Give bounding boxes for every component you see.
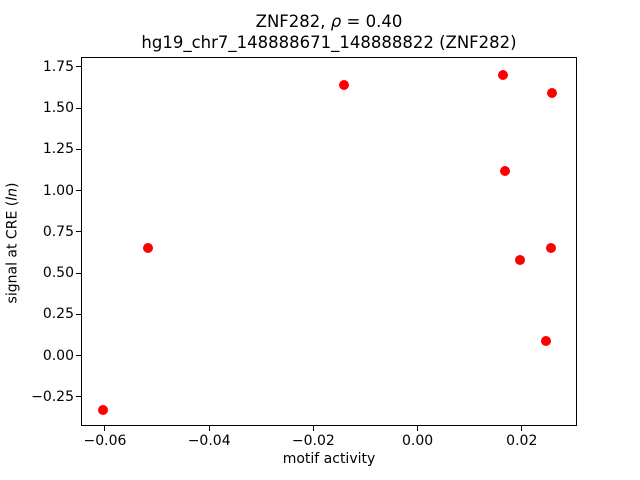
plot-area [81, 57, 577, 426]
title-rho-value: = 0.40 [341, 12, 403, 31]
x-tick-mark [312, 426, 314, 431]
x-tick-label: 0.02 [506, 433, 538, 449]
x-tick-label: −0.04 [187, 433, 231, 449]
data-point [541, 335, 552, 346]
x-tick-mark [417, 426, 419, 431]
data-point [515, 254, 526, 265]
chart-title-line1: ZNF282, ρ = 0.40 [81, 11, 577, 32]
y-tick-mark [76, 148, 81, 150]
x-tick-mark [104, 426, 106, 431]
chart-title: ZNF282, ρ = 0.40 hg19_chr7_148888671_148… [81, 11, 577, 53]
data-point [546, 88, 557, 99]
title-gene: ZNF282, [255, 12, 331, 31]
x-tick-mark [521, 426, 523, 431]
y-axis-label: signal at CRE (ln) [4, 182, 21, 304]
x-tick-label: −0.02 [291, 433, 335, 449]
y-tick-label: 1.75 [42, 58, 74, 75]
data-point [500, 165, 511, 176]
y-tick-mark [76, 190, 81, 192]
x-axis-label: motif activity [282, 451, 376, 467]
data-point [338, 79, 349, 90]
title-rho-symbol: ρ [330, 12, 342, 31]
data-point [143, 243, 154, 254]
y-tick-label: 0.00 [42, 347, 74, 364]
y-tick-label: 0.50 [42, 265, 74, 282]
y-tick-label: 0.75 [42, 223, 74, 240]
y-tick-mark [76, 66, 81, 68]
chart-subtitle: hg19_chr7_148888671_148888822 (ZNF282) [141, 33, 517, 52]
y-tick-label: 1.50 [42, 100, 74, 117]
y-tick-mark [76, 313, 81, 315]
y-tick-label: −0.25 [31, 388, 74, 405]
y-tick-mark [76, 231, 81, 233]
y-tick-label: 0.25 [42, 306, 74, 323]
data-point [546, 243, 557, 254]
data-point [498, 69, 509, 80]
x-tick-label: −0.06 [83, 433, 127, 449]
x-tick-label: 0.00 [401, 433, 434, 449]
y-tick-label: 1.25 [42, 141, 74, 158]
y-tick-label: 1.00 [42, 182, 74, 199]
y-tick-mark [76, 272, 81, 274]
y-tick-mark [76, 355, 81, 357]
x-tick-mark [208, 426, 210, 431]
y-tick-mark [76, 107, 81, 109]
data-point [97, 405, 108, 416]
y-tick-mark [76, 396, 81, 398]
